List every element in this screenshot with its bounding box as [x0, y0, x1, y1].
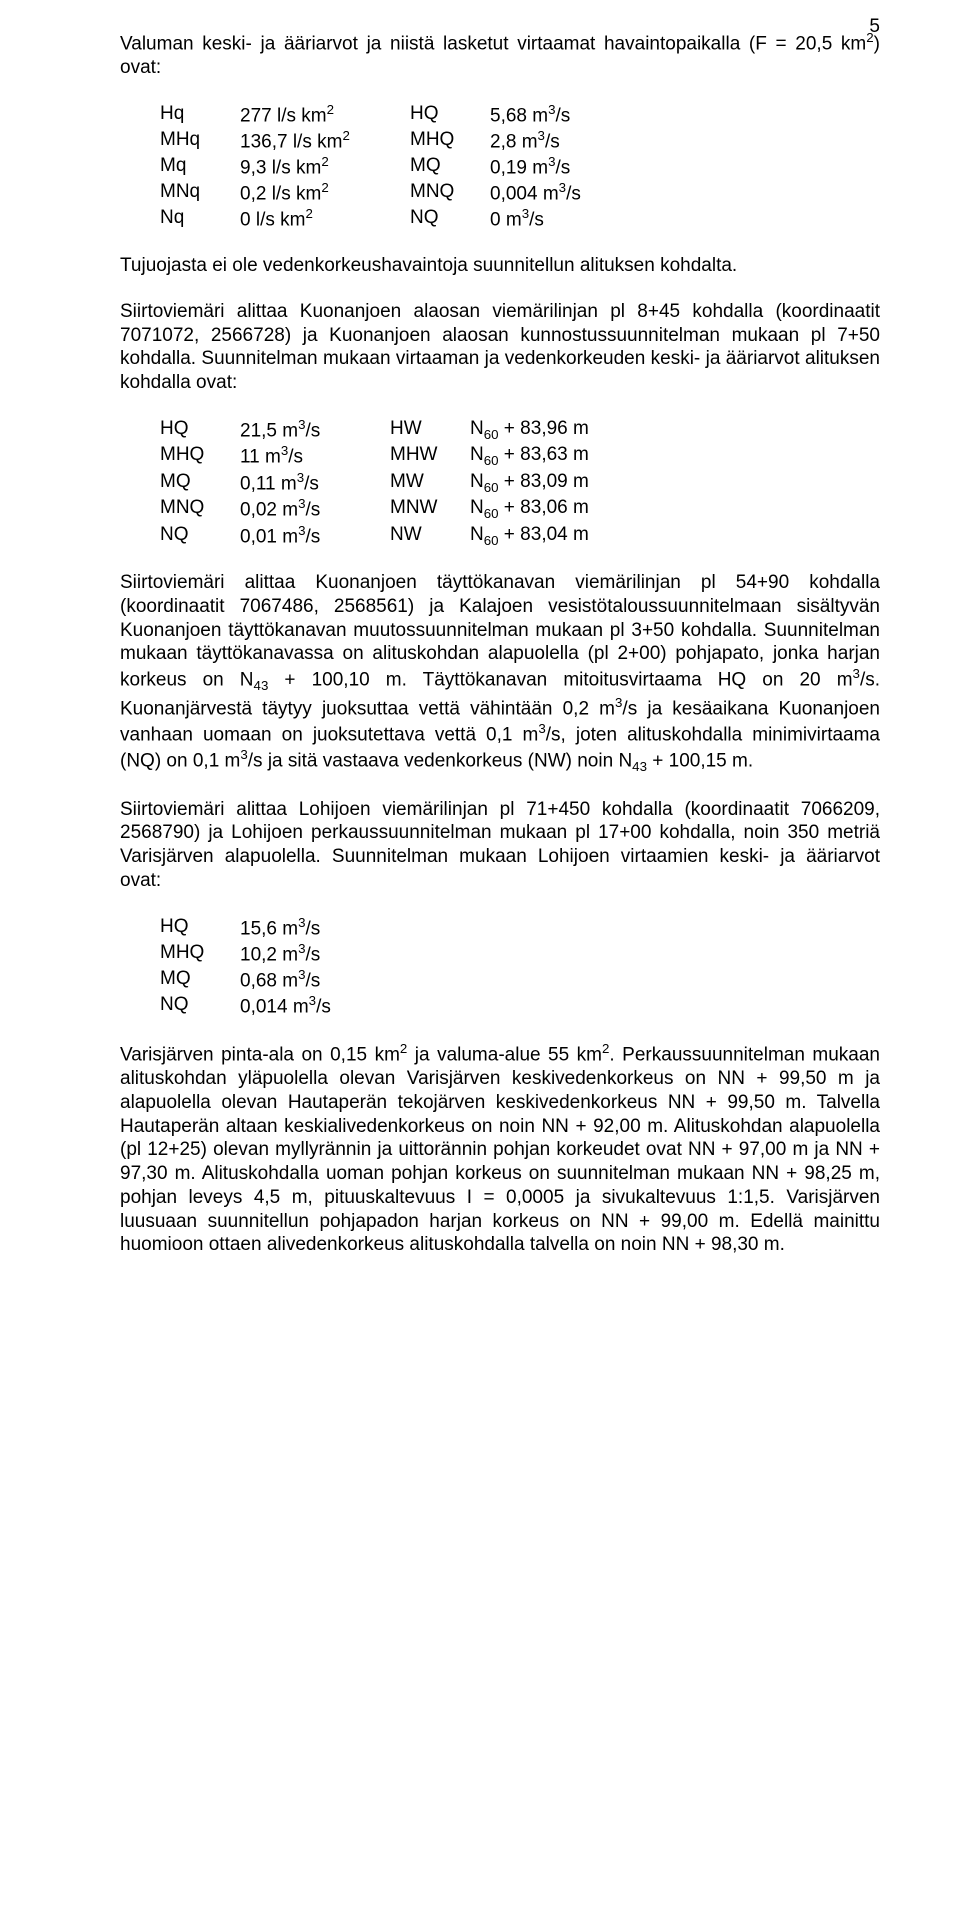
table-row: MQ0,68 m3/s	[160, 967, 880, 993]
table-valuma: Hq277 l/s km2HQ5,68 m3/sMHq136,7 l/s km2…	[160, 102, 880, 232]
cell-value: 0,19 m3/s	[490, 154, 690, 180]
cell-label: MHQ	[160, 443, 240, 469]
cell-label: NQ	[160, 523, 240, 549]
paragraph-intro: Valuman keski- ja ääriarvot ja niistä la…	[120, 30, 880, 80]
table-row: Nq0 l/s km2NQ0 m3/s	[160, 206, 880, 232]
cell-value: 0,11 m3/s	[240, 470, 390, 496]
cell-label: MQ	[160, 967, 240, 993]
cell-value: N60 + 83,63 m	[470, 443, 670, 469]
table-lohijoki: HQ15,6 m3/sMHQ10,2 m3/sMQ0,68 m3/sNQ0,01…	[160, 915, 880, 1019]
cell-label: MHQ	[410, 128, 490, 154]
cell-label: NW	[390, 523, 470, 549]
cell-value: 5,68 m3/s	[490, 102, 690, 128]
table-row: NQ0,014 m3/s	[160, 993, 880, 1019]
cell-value: 0,2 l/s km2	[240, 180, 410, 206]
cell-value: 21,5 m3/s	[240, 417, 390, 443]
cell-label: HQ	[160, 915, 240, 941]
cell-label: MNq	[160, 180, 240, 206]
cell-value: 11 m3/s	[240, 443, 390, 469]
cell-label: MHW	[390, 443, 470, 469]
table-row: Hq277 l/s km2HQ5,68 m3/s	[160, 102, 880, 128]
cell-value: N60 + 83,06 m	[470, 496, 670, 522]
cell-label: MNW	[390, 496, 470, 522]
table-row: HQ21,5 m3/sHWN60 + 83,96 m	[160, 417, 880, 443]
cell-value: 0,014 m3/s	[240, 993, 420, 1019]
cell-value: 0,02 m3/s	[240, 496, 390, 522]
document-page: 5 Valuman keski- ja ääriarvot ja niistä …	[0, 0, 960, 1925]
cell-value: N60 + 83,04 m	[470, 523, 670, 549]
cell-label: HQ	[410, 102, 490, 128]
page-number: 5	[869, 15, 880, 39]
table-row: MNQ0,02 m3/sMNWN60 + 83,06 m	[160, 496, 880, 522]
cell-value: 0 m3/s	[490, 206, 690, 232]
cell-label: NQ	[160, 993, 240, 1019]
table-row: Mq9,3 l/s km2MQ0,19 m3/s	[160, 154, 880, 180]
cell-value: N60 + 83,09 m	[470, 470, 670, 496]
cell-value: 0,01 m3/s	[240, 523, 390, 549]
table-row: MNq0,2 l/s km2MNQ0,004 m3/s	[160, 180, 880, 206]
cell-value: 10,2 m3/s	[240, 941, 420, 967]
table-row: MHQ11 m3/sMHWN60 + 83,63 m	[160, 443, 880, 469]
cell-value: 0 l/s km2	[240, 206, 410, 232]
cell-label: MHq	[160, 128, 240, 154]
cell-label: MHQ	[160, 941, 240, 967]
cell-value: 136,7 l/s km2	[240, 128, 410, 154]
cell-label: NQ	[410, 206, 490, 232]
table-row: HQ15,6 m3/s	[160, 915, 880, 941]
cell-value: 0,68 m3/s	[240, 967, 420, 993]
table-row: MQ0,11 m3/sMWN60 + 83,09 m	[160, 470, 880, 496]
table-row: NQ0,01 m3/sNWN60 + 83,04 m	[160, 523, 880, 549]
cell-label: MW	[390, 470, 470, 496]
paragraph-kuonanjoki: Siirtoviemäri alittaa Kuonanjoen alaosan…	[120, 300, 880, 395]
table-row: MHQ10,2 m3/s	[160, 941, 880, 967]
cell-value: N60 + 83,96 m	[470, 417, 670, 443]
cell-label: MQ	[410, 154, 490, 180]
cell-label: Hq	[160, 102, 240, 128]
cell-value: 9,3 l/s km2	[240, 154, 410, 180]
paragraph-lohijoki: Siirtoviemäri alittaa Lohijoen viemärili…	[120, 798, 880, 893]
paragraph-tayttokanava: Siirtoviemäri alittaa Kuonanjoen täyttök…	[120, 571, 880, 776]
table-row: MHq136,7 l/s km2MHQ2,8 m3/s	[160, 128, 880, 154]
cell-value: 2,8 m3/s	[490, 128, 690, 154]
cell-label: Nq	[160, 206, 240, 232]
table-kuonanjoki: HQ21,5 m3/sHWN60 + 83,96 mMHQ11 m3/sMHWN…	[160, 417, 880, 549]
cell-label: HW	[390, 417, 470, 443]
paragraph-tujuoja: Tujuojasta ei ole vedenkorkeushavaintoja…	[120, 254, 880, 278]
cell-value: 0,004 m3/s	[490, 180, 690, 206]
cell-label: HQ	[160, 417, 240, 443]
paragraph-varisjarvi: Varisjärven pinta-ala on 0,15 km2 ja val…	[120, 1041, 880, 1257]
cell-value: 15,6 m3/s	[240, 915, 420, 941]
cell-value: 277 l/s km2	[240, 102, 410, 128]
cell-label: MNQ	[160, 496, 240, 522]
cell-label: MQ	[160, 470, 240, 496]
cell-label: Mq	[160, 154, 240, 180]
cell-label: MNQ	[410, 180, 490, 206]
